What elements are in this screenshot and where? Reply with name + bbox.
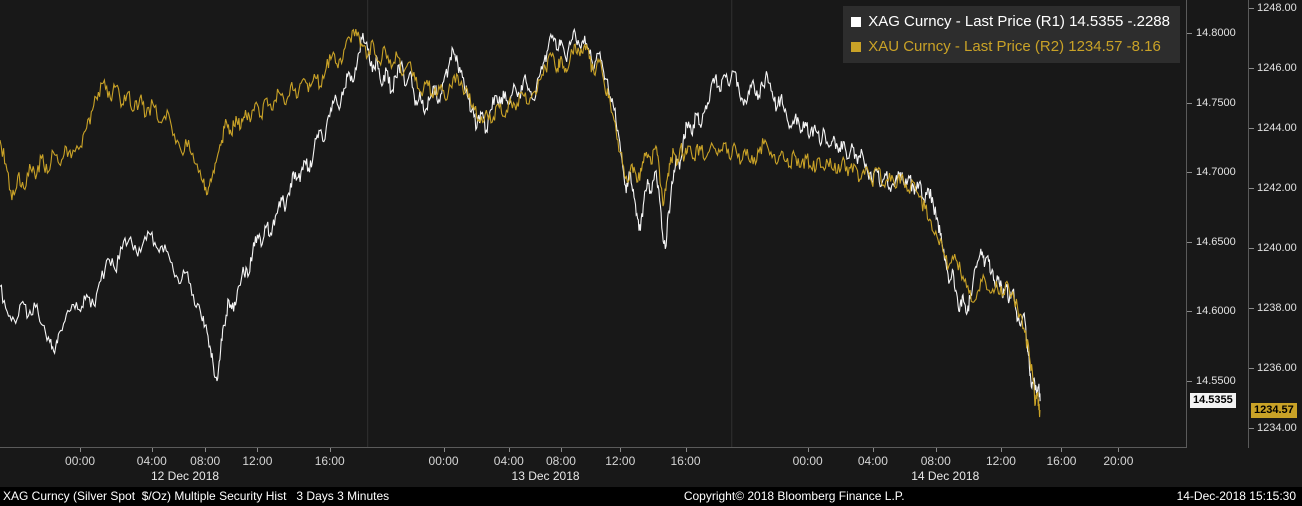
r2-tick-mark — [1249, 368, 1254, 370]
r2-tick-mark — [1249, 428, 1254, 430]
time-tick-label: 08:00 — [545, 454, 576, 468]
r2-tick-label: 1238.00 — [1257, 302, 1297, 315]
right-price-axes: 14.8000 14.7500 14.7000 14.6500 14.6000 14.55… — [1186, 0, 1302, 448]
r2-tick-label: 1240.00 — [1257, 242, 1297, 255]
r1-tick-label: 14.7000 — [1196, 166, 1236, 179]
r1-tick-label: 14.7500 — [1196, 96, 1236, 109]
r1-tick-mark — [1187, 241, 1192, 243]
time-tick-mark — [685, 448, 687, 452]
time-tick-mark — [329, 448, 331, 452]
time-tick-mark — [807, 448, 809, 452]
time-tick-mark — [620, 448, 622, 452]
time-tick-mark — [151, 448, 153, 452]
time-tick-mark — [257, 448, 259, 452]
r1-tick-mark — [1187, 32, 1192, 34]
r2-tick-mark — [1249, 128, 1254, 130]
r2-tick-label: 1236.00 — [1257, 362, 1297, 375]
time-tick-mark — [508, 448, 510, 452]
time-tick-label: 00:00 — [65, 454, 96, 468]
date-label: 14 Dec 2018 — [911, 469, 980, 483]
r2-tick-label: 1242.00 — [1257, 182, 1297, 195]
r2-tick-mark — [1249, 248, 1254, 250]
time-tick-label: 16:00 — [314, 454, 345, 468]
time-tick-label: 08:00 — [190, 454, 221, 468]
time-tick-label: 04:00 — [493, 454, 524, 468]
r1-tick-mark — [1187, 381, 1192, 382]
r1-tick-label: 14.8000 — [1196, 26, 1236, 39]
r2-tick-mark — [1249, 188, 1254, 190]
time-tick-label: 08:00 — [920, 454, 951, 468]
price-chart-canvas[interactable] — [0, 0, 1186, 447]
series-line-xau — [0, 28, 1041, 418]
r1-tick-mark — [1187, 172, 1192, 174]
copyright-text: Copyright© 2018 Bloomberg Finance L.P. — [683, 489, 905, 503]
legend-label-xag: XAG Curncy - Last Price (R1) 14.5355 -.2… — [868, 13, 1170, 30]
time-tick-mark — [935, 448, 937, 452]
r2-tick-label: 1244.00 — [1257, 122, 1297, 135]
chart-plot-area[interactable] — [0, 0, 1186, 447]
xag-last-price-marker: 14.5355 — [1190, 393, 1236, 409]
date-label: 12 Dec 2018 — [150, 469, 220, 483]
date-label: 13 Dec 2018 — [511, 469, 580, 483]
legend-item-xag[interactable]: XAG Curncy - Last Price (R1) 14.5355 -.2… — [851, 9, 1170, 34]
r2-tick-label: 1234.00 — [1257, 422, 1297, 435]
time-tick-mark — [1118, 448, 1120, 452]
time-tick-mark — [205, 448, 207, 452]
time-tick-label: 12:00 — [242, 454, 273, 468]
legend-label-xau: XAU Curncy - Last Price (R2) 1234.57 -8.… — [868, 38, 1161, 55]
time-tick-mark — [560, 448, 562, 452]
r2-tick-mark — [1249, 308, 1254, 310]
xau-last-price-marker: 1234.57 — [1251, 403, 1297, 418]
time-tick-label: 00:00 — [428, 454, 459, 468]
time-tick-label: 12:00 — [605, 454, 636, 468]
r1-tick-mark — [1187, 102, 1192, 104]
timestamp-text: 14-Dec-2018 15:15:30 — [1176, 489, 1296, 503]
xag-series-swatch-icon — [851, 16, 862, 27]
time-axis: 00:00 04:00 08:00 12:00 16:00 00:00 04:00 08:00… — [0, 447, 1186, 489]
r2-tick-label: 1248.00 — [1257, 2, 1297, 15]
r1-tick-label: 14.6500 — [1196, 235, 1236, 248]
time-tick-mark — [443, 448, 445, 452]
r1-tick-label: 14.5500 — [1196, 375, 1236, 387]
xau-series-swatch-icon — [851, 41, 862, 52]
time-tick-mark — [1000, 448, 1002, 452]
time-tick-label: 20:00 — [1103, 454, 1134, 468]
legend-item-xau[interactable]: XAU Curncy - Last Price (R2) 1234.57 -8.… — [851, 34, 1170, 59]
time-tick-label: 12:00 — [985, 454, 1016, 468]
r2-tick-mark — [1249, 8, 1254, 10]
time-tick-label: 04:00 — [857, 454, 888, 468]
time-tick-label: 16:00 — [1046, 454, 1077, 468]
r2-tick-label: 1246.00 — [1257, 62, 1297, 75]
time-tick-label: 04:00 — [136, 454, 167, 468]
r1-tick-label: 14.6000 — [1196, 305, 1236, 318]
time-tick-mark — [872, 448, 874, 452]
r2-tick-mark — [1249, 68, 1254, 70]
status-bar: XAG Curncy (Silver Spot $/Oz) Multiple S… — [0, 487, 1302, 506]
axis-divider-line — [1248, 0, 1249, 448]
r1-tick-mark — [1187, 311, 1192, 313]
time-tick-label: 00:00 — [792, 454, 823, 468]
security-description-text: XAG Curncy (Silver Spot $/Oz) Multiple S… — [3, 489, 390, 503]
series-line-xag — [0, 27, 1041, 402]
chart-legend: XAG Curncy - Last Price (R1) 14.5355 -.2… — [843, 6, 1180, 63]
time-tick-label: 16:00 — [670, 454, 701, 468]
time-tick-mark — [1061, 448, 1063, 452]
time-tick-mark — [80, 448, 82, 452]
